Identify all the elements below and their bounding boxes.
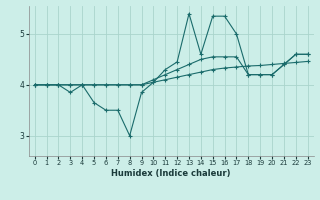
X-axis label: Humidex (Indice chaleur): Humidex (Indice chaleur)	[111, 169, 231, 178]
